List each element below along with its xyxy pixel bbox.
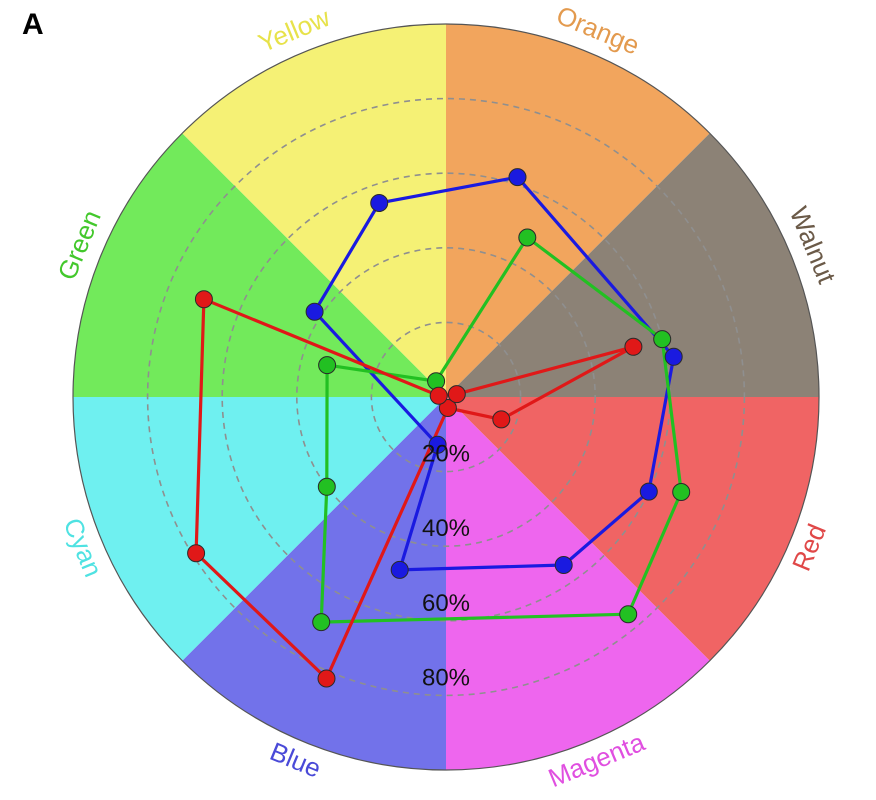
sector-blue	[182, 397, 446, 770]
radial-tick-label-1: 20%	[422, 441, 470, 468]
series-2-point-6	[317, 477, 336, 496]
series-1-point-4	[554, 556, 573, 574]
series-1-point-5	[390, 560, 409, 579]
series-3-point-3	[438, 399, 457, 417]
series-3-point-4	[317, 669, 336, 688]
series-points	[187, 168, 691, 688]
series-1-point-1	[508, 168, 527, 187]
sector-orange	[446, 24, 710, 397]
grid-circle-1	[370, 321, 522, 473]
radial-tick-labels: 20% 40% 60% 80%	[422, 441, 470, 692]
radial-tick-label-2: 40%	[422, 515, 470, 542]
grid-circle-2	[295, 247, 596, 547]
sector-walnut	[446, 133, 819, 397]
sector-green	[73, 133, 446, 397]
panel-label: A	[22, 8, 44, 41]
series-3-point-5	[187, 544, 206, 563]
series-2-point-5	[312, 613, 331, 632]
series-2-point-3	[672, 483, 691, 501]
sector-yellow	[182, 24, 446, 397]
outer-circle	[72, 23, 820, 771]
series-2-point-2	[653, 330, 672, 349]
series-2-point-1	[518, 228, 537, 247]
series-1-point-8	[370, 194, 389, 212]
series-1-point-6	[428, 435, 447, 454]
sector-magenta	[446, 397, 710, 770]
outer-ring	[72, 23, 820, 771]
category-sectors	[73, 24, 819, 770]
series-1-point-7	[305, 302, 324, 321]
series-2-point-7	[318, 356, 337, 375]
radial-tick-label-3: 60%	[422, 590, 470, 617]
radial-tick-label-4: 80%	[422, 664, 470, 691]
sector-red	[446, 397, 819, 661]
series-3-point-2	[492, 410, 511, 429]
series-1-point-2	[664, 347, 683, 366]
series-3-point-1	[624, 337, 643, 356]
series-1-point-3	[639, 482, 658, 501]
series-3-point-7	[429, 386, 448, 405]
sector-cyan	[73, 397, 446, 661]
series-3-point-8	[447, 385, 466, 404]
grid-circle-4	[146, 97, 746, 697]
series-3-point-6	[194, 290, 213, 309]
series-2-point-4	[619, 605, 638, 624]
